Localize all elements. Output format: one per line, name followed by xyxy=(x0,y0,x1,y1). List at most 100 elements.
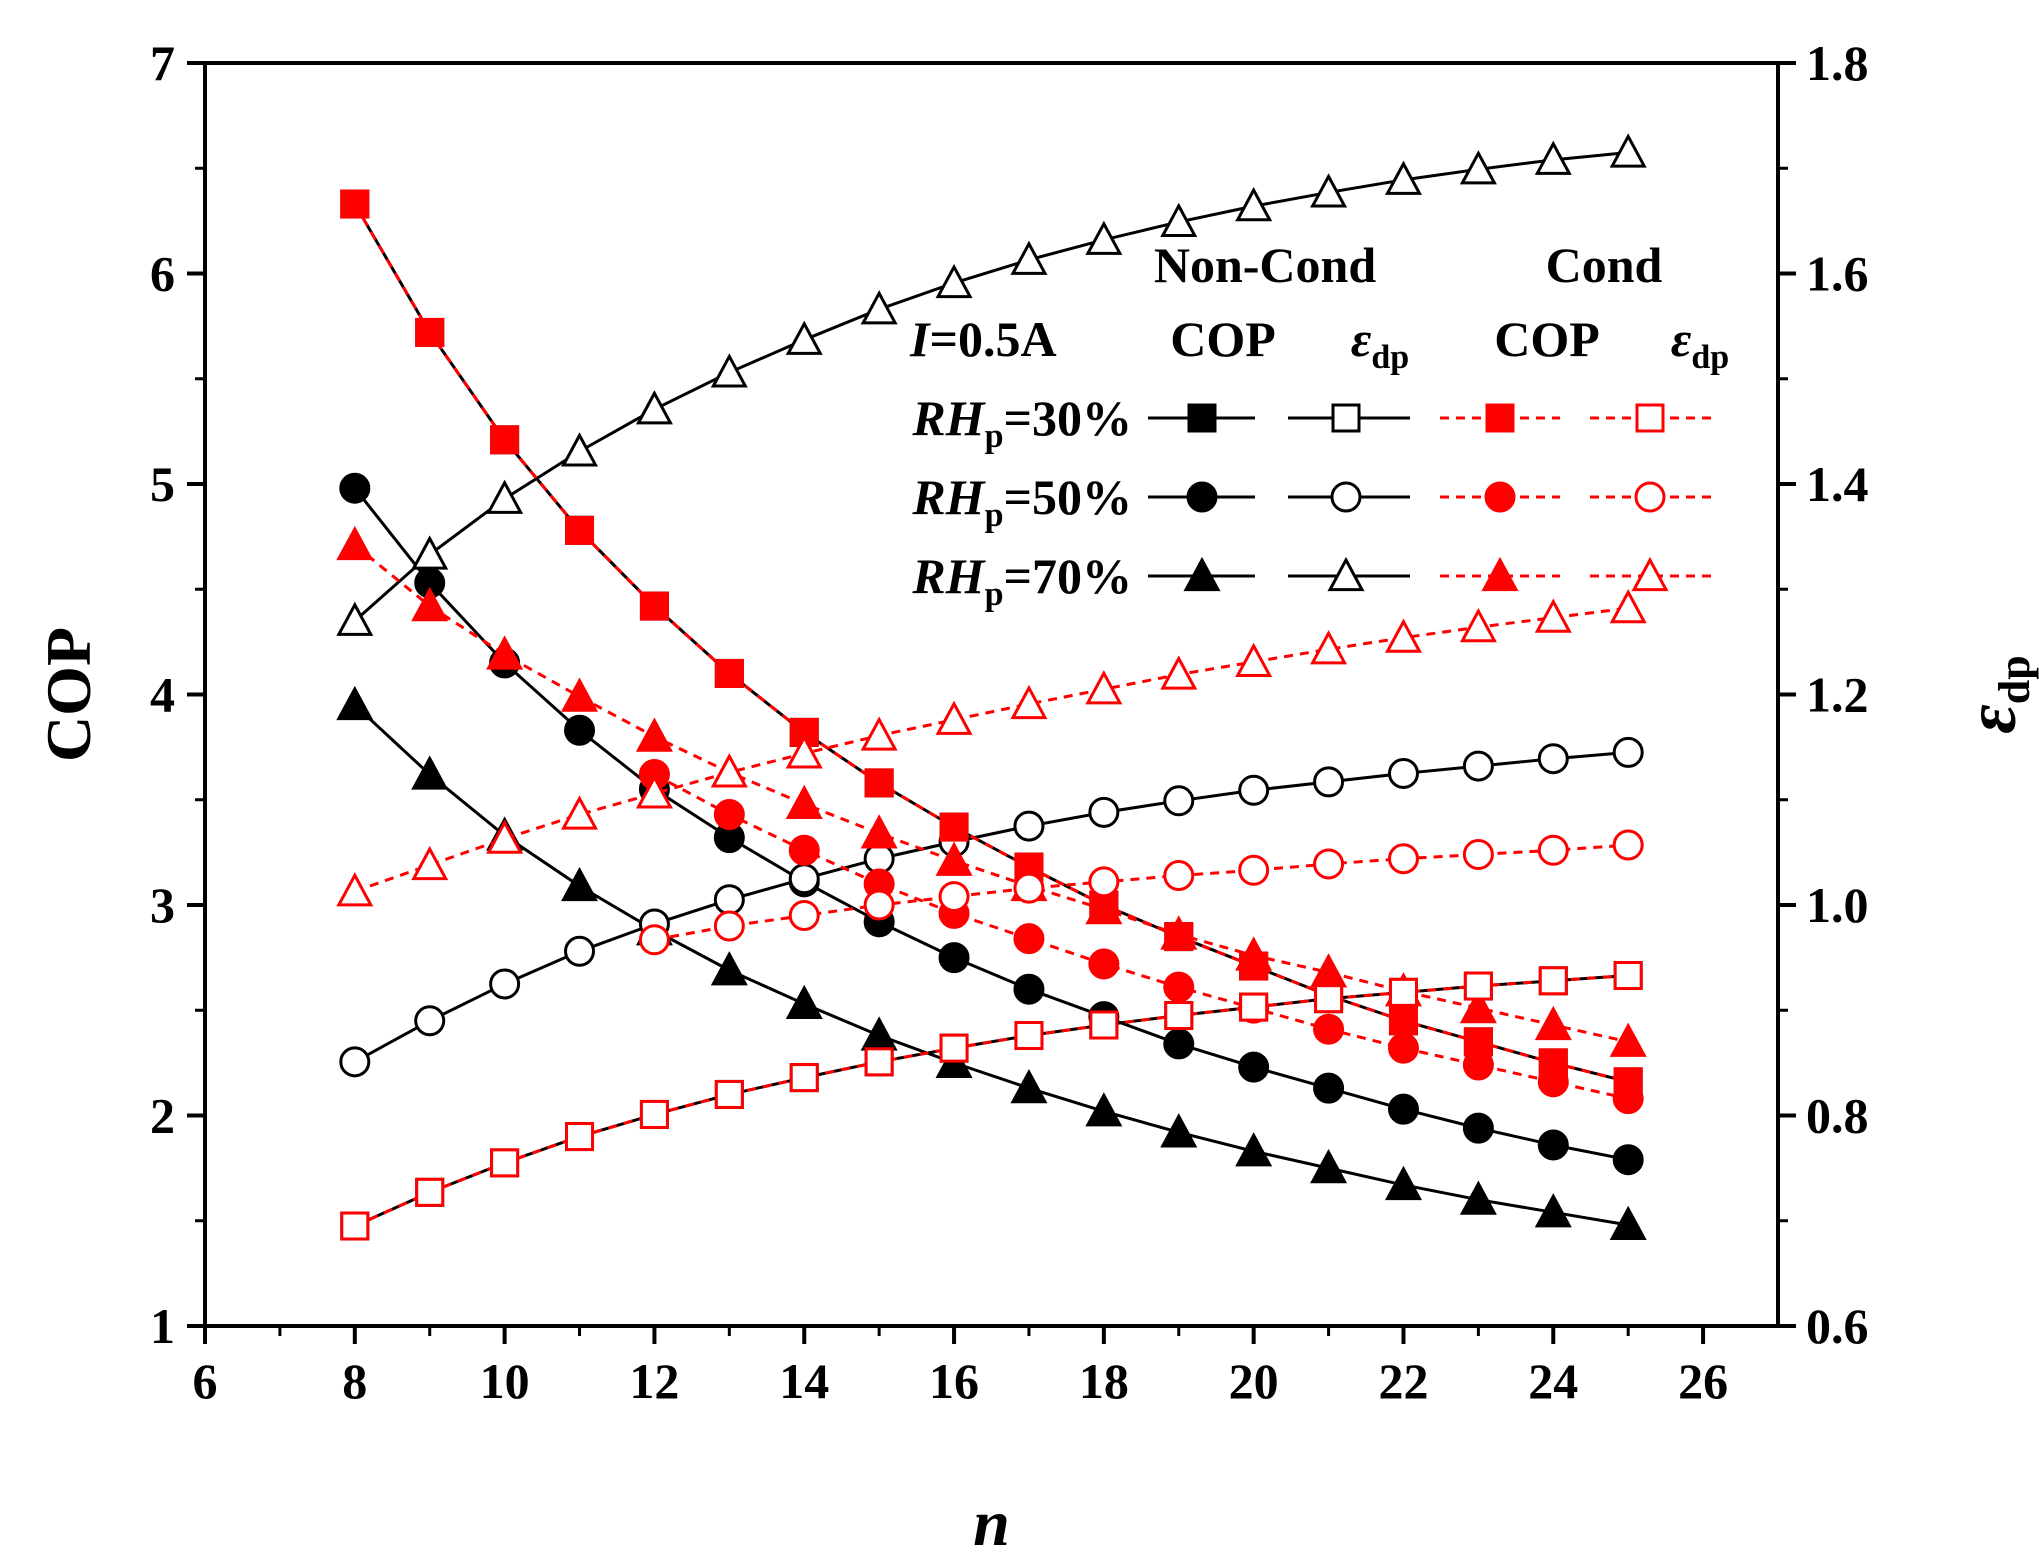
data-point xyxy=(336,685,374,721)
data-point xyxy=(1609,589,1647,624)
data-point xyxy=(1534,598,1572,633)
legend-col-eps-noncond: εdp xyxy=(1351,311,1409,376)
data-point xyxy=(1310,173,1348,208)
y-left-tick-label: 7 xyxy=(150,35,175,91)
legend-header-cond: Cond xyxy=(1546,237,1663,293)
data-point xyxy=(1537,1066,1569,1098)
data-point xyxy=(1384,618,1422,653)
series-1 xyxy=(339,472,1644,1176)
data-point xyxy=(1612,1083,1644,1115)
data-point xyxy=(1089,1010,1119,1040)
legend-eps-symbol: ε xyxy=(1351,311,1372,367)
series-line xyxy=(353,543,1629,1044)
data-point xyxy=(564,935,596,967)
data-point xyxy=(1313,1013,1345,1045)
series-11 xyxy=(336,589,1647,907)
data-point xyxy=(935,841,973,876)
data-point xyxy=(713,798,745,830)
data-point xyxy=(1609,133,1647,168)
data-point xyxy=(1013,810,1045,842)
data-point xyxy=(1462,1112,1494,1144)
data-point xyxy=(1384,160,1422,195)
legend-current-value: =0.5A xyxy=(929,311,1056,367)
data-point xyxy=(1537,1129,1569,1161)
data-point xyxy=(1538,966,1568,996)
data-point xyxy=(1085,890,1123,925)
legend-eps-subscript: dp xyxy=(1371,339,1409,376)
legend-eps-subscript: dp xyxy=(1691,339,1729,376)
data-point xyxy=(1387,843,1419,875)
data-point xyxy=(639,591,669,621)
data-point xyxy=(635,717,673,752)
data-point xyxy=(1612,829,1644,861)
data-point xyxy=(1459,988,1497,1024)
data-point xyxy=(486,635,524,670)
data-point xyxy=(1388,1006,1418,1036)
data-point xyxy=(1612,736,1644,768)
data-point xyxy=(1164,1001,1194,1031)
data-point xyxy=(1238,1051,1270,1083)
x-tick-label: 20 xyxy=(1229,1353,1279,1409)
data-point xyxy=(785,984,823,1020)
legend-row-label: RHp=30% xyxy=(911,390,1132,455)
data-point xyxy=(561,677,599,712)
data-point xyxy=(710,353,748,388)
data-point xyxy=(340,1211,370,1241)
legend-marker xyxy=(1330,481,1362,513)
data-point xyxy=(788,900,820,932)
data-point xyxy=(1235,186,1273,222)
data-point xyxy=(336,525,374,561)
data-point xyxy=(863,889,895,921)
data-point xyxy=(864,1047,894,1077)
legend-col-eps-cond: εdp xyxy=(1671,311,1729,376)
data-point xyxy=(1609,1205,1647,1241)
data-point xyxy=(1013,872,1045,904)
x-tick-label: 8 xyxy=(342,1353,367,1409)
data-point xyxy=(1313,848,1345,880)
data-point xyxy=(1459,150,1497,185)
data-point xyxy=(1013,923,1045,955)
legend-marker xyxy=(1635,403,1665,433)
legend-row-symbol: RH xyxy=(911,390,986,446)
data-point xyxy=(1160,202,1198,238)
data-point xyxy=(565,515,595,545)
data-point xyxy=(788,863,820,895)
data-point xyxy=(938,942,970,974)
y-left-tick-label: 1 xyxy=(150,1298,175,1354)
data-point xyxy=(1613,961,1643,991)
y-right-axis-title: εdp xyxy=(1951,655,2039,733)
data-point xyxy=(714,658,744,688)
legend-marker xyxy=(1631,556,1669,592)
x-tick-label: 10 xyxy=(480,1353,530,1409)
y-right-tick-label: 1.0 xyxy=(1806,877,1869,933)
data-point xyxy=(860,1016,898,1051)
data-point xyxy=(1010,1068,1048,1104)
data-point xyxy=(1459,1180,1497,1215)
y-left-tick-label: 5 xyxy=(150,456,175,512)
data-point xyxy=(1313,1072,1345,1104)
x-tick-label: 24 xyxy=(1528,1353,1578,1409)
data-point xyxy=(1235,642,1273,677)
data-point xyxy=(1609,1022,1647,1057)
y-right-tick-label: 1.8 xyxy=(1806,35,1869,91)
data-point xyxy=(411,535,449,570)
data-point xyxy=(713,884,745,916)
data-point xyxy=(864,768,894,798)
data-point xyxy=(1013,973,1045,1005)
series-2 xyxy=(336,685,1647,1241)
data-point xyxy=(939,1033,969,1063)
data-point xyxy=(635,774,673,809)
data-point xyxy=(411,845,449,881)
data-point xyxy=(1010,684,1048,720)
data-point xyxy=(713,910,745,942)
data-point xyxy=(1310,1148,1348,1184)
x-axis-title: n xyxy=(973,1487,1010,1559)
data-point xyxy=(1239,992,1269,1022)
x-tick-label: 14 xyxy=(779,1353,829,1409)
y-right-axis-subscript: dp xyxy=(1990,655,2039,704)
series-line xyxy=(354,974,1629,1228)
data-point xyxy=(1314,984,1344,1014)
data-point xyxy=(785,734,823,769)
legend-row-symbol: RH xyxy=(911,548,986,604)
